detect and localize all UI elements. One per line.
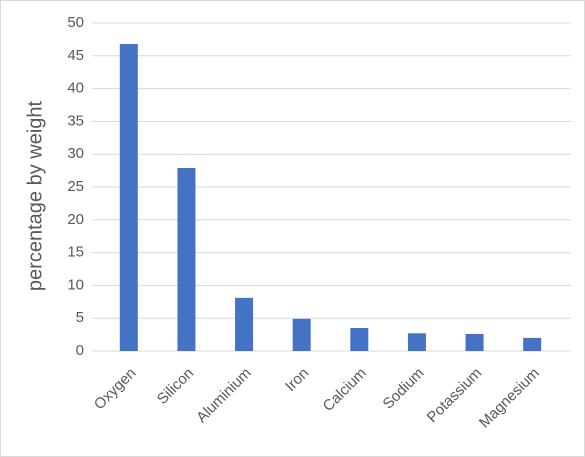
y-tick-label: 25 [67, 178, 84, 195]
y-tick-label: 30 [67, 145, 84, 162]
y-tick-label: 40 [67, 80, 84, 97]
y-axis-label: percentage by weight [24, 101, 46, 292]
bar [177, 167, 196, 351]
bar [292, 318, 311, 351]
y-tick-label: 5 [76, 309, 84, 326]
y-tick-label: 15 [67, 244, 84, 261]
bar [235, 297, 254, 351]
bar [119, 43, 138, 351]
bar [465, 333, 484, 351]
y-tick-label: 0 [76, 342, 84, 359]
y-tick-label: 35 [67, 112, 84, 129]
bar [407, 333, 426, 351]
y-tick-label: 45 [67, 47, 84, 64]
y-tick-label: 20 [67, 211, 84, 228]
bar [523, 337, 542, 351]
bar [350, 328, 369, 351]
y-tick-label: 10 [67, 276, 84, 293]
y-tick-label: 50 [67, 14, 84, 31]
